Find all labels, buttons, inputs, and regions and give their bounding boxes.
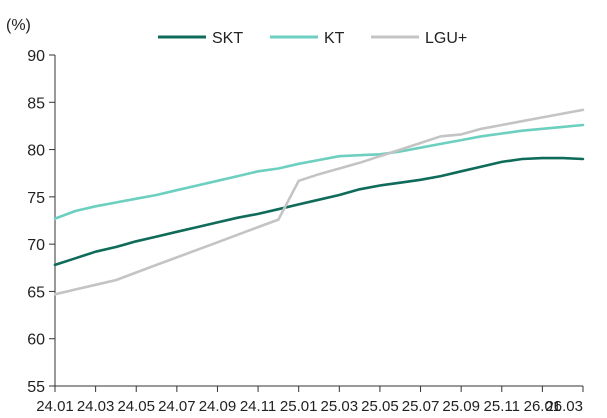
y-tick-label: 70 <box>27 237 45 254</box>
x-tick-label: 25.07 <box>402 398 440 415</box>
x-tick-label: 25.03 <box>321 398 359 415</box>
x-tick-label: 25.01 <box>280 398 318 415</box>
x-tick-label: 25.11 <box>484 398 520 415</box>
series-line-kt <box>53 123 585 220</box>
y-axis-unit-label: (%) <box>6 17 31 34</box>
y-tick-label: 85 <box>27 95 45 112</box>
legend-label: SKT <box>212 30 243 47</box>
series-line-skt <box>53 156 585 267</box>
x-axis: 24.01 24.03 24.05 24.07 24.09 24.11 25.01 25.03… <box>36 385 584 415</box>
x-tick-label: 24.11 <box>240 398 276 415</box>
x-tick-label: 24.05 <box>117 398 155 415</box>
x-tick-label: 24.03 <box>77 398 115 415</box>
legend-label: LGU+ <box>425 30 467 47</box>
x-tick-label: 24.01 <box>36 398 74 415</box>
y-tick-label: 60 <box>27 332 45 349</box>
legend: SKT KT LGU+ <box>158 30 467 47</box>
y-axis: 55 60 65 70 75 80 85 90 <box>27 48 56 396</box>
y-tick-label: 80 <box>27 143 45 160</box>
x-tick-label: 26.03 <box>545 398 583 415</box>
legend-label: KT <box>324 30 345 47</box>
x-tick-label: 24.07 <box>158 398 196 415</box>
series-lines <box>53 108 585 296</box>
x-tick-label: 26.01 <box>524 398 562 415</box>
x-tick-label: 25.05 <box>361 398 399 415</box>
y-tick-label: 75 <box>27 190 45 207</box>
y-tick-label: 55 <box>27 379 45 396</box>
x-tick-label: 25.09 <box>442 398 480 415</box>
series-line-lgu <box>53 108 585 296</box>
y-tick-label: 65 <box>27 284 45 301</box>
y-tick-label: 90 <box>27 48 45 65</box>
x-tick-label: 24.09 <box>199 398 237 415</box>
